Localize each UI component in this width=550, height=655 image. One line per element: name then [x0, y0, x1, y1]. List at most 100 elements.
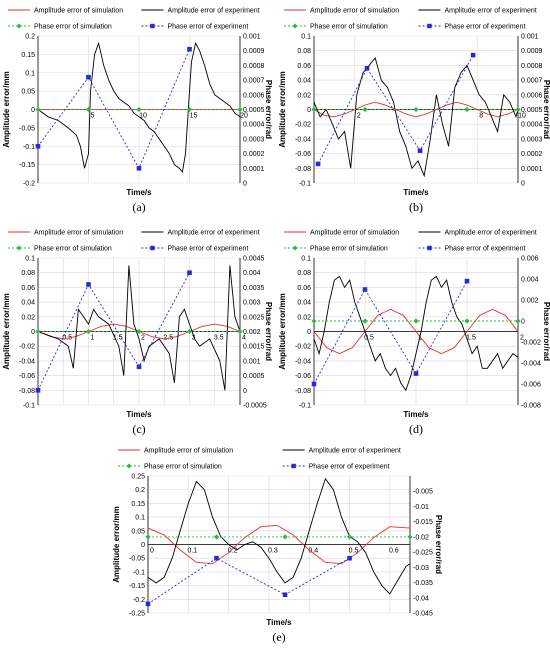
- data-point-phase-exp: [145, 601, 151, 607]
- panel-caption: (d): [409, 422, 423, 436]
- data-point-phase-sim: [136, 106, 142, 113]
- y2-tick-label: 0.002: [243, 329, 261, 336]
- y2-tick-label: 0.0004: [243, 122, 265, 129]
- y2-axis-title: Phase error/rad: [264, 302, 273, 361]
- y2-tick-label: 0.004: [243, 270, 261, 277]
- legend-label-ph_sim: Phase error of simulation: [310, 24, 388, 31]
- y2-tick-label: 0.0009: [243, 48, 265, 55]
- y-tick-label: 0.25: [131, 474, 145, 481]
- data-point-phase-exp: [464, 278, 470, 284]
- y2-tick-label: 0.0004: [521, 122, 543, 129]
- y-tick-label: 0.06: [297, 285, 311, 292]
- y2-tick-label: 0.0001: [243, 166, 265, 173]
- series-line-amp_exp: [37, 265, 241, 391]
- y2-tick-label: 0.0005: [243, 107, 265, 114]
- y2-tick-label: 0.0005: [521, 107, 543, 114]
- y-tick-label: -0.04: [19, 358, 35, 365]
- y2-tick-label: 0.001: [243, 358, 261, 365]
- y2-tick-label: 0: [521, 181, 525, 188]
- x-axis-title: Time/s: [403, 410, 429, 419]
- y2-axis-title: Phase error/rad: [434, 515, 443, 574]
- data-point-phase-sim: [362, 318, 368, 324]
- y2-tick-label: 0.0045: [243, 256, 265, 263]
- series-line-ph_exp: [37, 272, 190, 391]
- series-line-ph_exp: [37, 49, 190, 170]
- y-tick-label: -0.06: [295, 151, 311, 158]
- chart-panel-4: Amplitude error of simulation Amplitude e…: [278, 230, 550, 437]
- y-tick-label: 0.1: [25, 256, 35, 263]
- y-tick-label: 0.15: [21, 52, 35, 59]
- data-point-phase-exp: [214, 555, 219, 561]
- legend-label-amp_sim: Amplitude error of simulation: [310, 8, 399, 15]
- legend-label-ph_exp: Phase error of experiment: [167, 24, 248, 31]
- data-point-phase-sim: [85, 328, 92, 335]
- chart-panel-2: Amplitude error of simulation Amplitude e…: [278, 8, 550, 215]
- x-tick-label: 5: [91, 113, 95, 120]
- y-tick-label: 0.04: [297, 78, 311, 85]
- data-point-phase-exp: [187, 270, 192, 275]
- y-tick-label: 0: [31, 107, 35, 114]
- y2-tick-label: -0.008: [521, 403, 541, 410]
- series-line-ph_exp: [147, 557, 350, 605]
- legend-marker-ph_sim: [16, 245, 22, 251]
- x-tick-label: 2: [357, 113, 361, 120]
- y2-tick-label: 0.0002: [243, 151, 265, 158]
- y2-axis-title: Phase error/rad: [542, 80, 550, 139]
- y-axis-title: Amplitude error/mm: [278, 71, 287, 147]
- y2-tick-label: 0: [243, 181, 247, 188]
- y2-tick-label: -0.006: [521, 382, 541, 389]
- x-tick-label: 1.5: [466, 335, 476, 342]
- y-tick-label: 0.04: [21, 300, 35, 307]
- legend-label-ph_sim: Phase error of simulation: [34, 246, 112, 253]
- series-line-amp_exp: [313, 275, 519, 392]
- y-tick-label: -0.15: [129, 583, 145, 590]
- legend-label-ph_sim: Phase error of simulation: [144, 464, 222, 471]
- y-tick-label: 0.1: [301, 256, 311, 263]
- data-point-phase-sim: [413, 106, 419, 113]
- y-tick-label: 0.08: [297, 270, 311, 277]
- series-line-amp_sim: [313, 308, 519, 355]
- data-point-phase-exp: [347, 555, 352, 561]
- y-tick-label: -0.04: [295, 136, 311, 143]
- y-tick-label: 0.1: [135, 515, 145, 522]
- data-point-phase-exp: [136, 364, 142, 370]
- series-line-amp_exp: [313, 57, 519, 178]
- legend-label-amp_sim: Amplitude error of simulation: [310, 230, 399, 237]
- y2-tick-label: -0.035: [413, 580, 433, 587]
- legend-marker-ph_sim: [292, 23, 298, 29]
- data-point-phase-sim: [464, 318, 470, 324]
- data-point-phase-sim: [136, 328, 142, 335]
- legend-label-amp_sim: Amplitude error of simulation: [34, 8, 123, 15]
- x-tick-label: 1: [91, 335, 95, 342]
- y-axis-title: Amplitude error/mm: [2, 71, 11, 147]
- chart-panel-3: Amplitude error of simulation Amplitude e…: [2, 230, 273, 437]
- legend-label-amp_exp: Amplitude error of experiment: [167, 230, 259, 237]
- x-tick-label: 2: [520, 335, 524, 342]
- y-tick-label: -0.1: [133, 569, 145, 576]
- data-point-phase-sim: [515, 318, 521, 324]
- y2-tick-label: 0.001: [243, 34, 261, 41]
- y2-tick-label: 0.0005: [243, 373, 265, 380]
- data-point-phase-sim: [464, 106, 470, 113]
- series-line-amp_sim: [313, 101, 519, 118]
- legend-label-amp_exp: Amplitude error of experiment: [444, 8, 536, 15]
- y2-axis-title: Phase error/rad: [264, 80, 273, 139]
- data-point-phase-exp: [136, 166, 142, 171]
- y-tick-label: 0.02: [21, 314, 35, 321]
- legend-label-ph_exp: Phase error of experiment: [444, 246, 525, 253]
- data-point-phase-sim: [35, 106, 41, 113]
- y-tick-label: -0.1: [23, 403, 35, 410]
- y-tick-label: 0.2: [135, 487, 145, 494]
- data-point-phase-sim: [346, 534, 353, 540]
- legend-label-ph_exp: Phase error of experiment: [309, 464, 390, 471]
- y2-tick-label: 0.002: [521, 298, 539, 305]
- y-tick-label: 0.02: [297, 92, 311, 99]
- y-axis-title: Amplitude error/mm: [278, 293, 287, 369]
- x-tick-label: 4: [242, 335, 246, 342]
- x-tick-label: 0.5: [364, 335, 374, 342]
- data-point-phase-sim: [362, 106, 368, 113]
- y-tick-label: -0.02: [19, 344, 35, 351]
- y-tick-label: -0.04: [295, 358, 311, 365]
- x-tick-label: 0: [150, 548, 154, 555]
